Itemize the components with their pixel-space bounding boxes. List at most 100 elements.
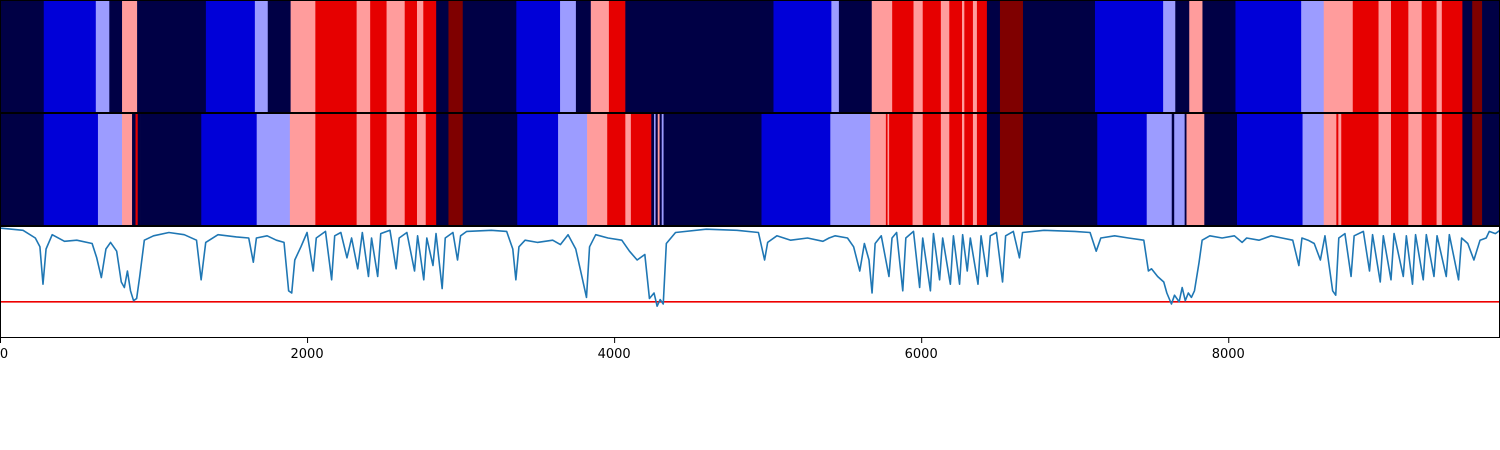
heatmap-cell-top-18	[448, 1, 464, 112]
heatmap-cell-middle-49	[999, 114, 1024, 225]
heatmap-cell-top-10	[315, 1, 357, 112]
heatmap-cell-middle-64	[1355, 114, 1379, 225]
heatmap-cell-middle-65	[1378, 114, 1392, 225]
heatmap-cell-top-53	[1408, 1, 1422, 112]
heatmap-cell-top-49	[1323, 1, 1354, 112]
heatmap-cell-middle-68	[1421, 114, 1437, 225]
heatmap-cell-top-17	[436, 1, 449, 112]
heatmap-cell-middle-20	[462, 114, 518, 225]
heatmap-cell-top-19	[462, 1, 517, 112]
heatmap-cell-middle-14	[386, 114, 406, 225]
x-tick-label-1: 2000	[291, 347, 324, 362]
heatmap-cell-middle-17	[425, 114, 437, 225]
heatmap-cell-middle-52	[1146, 114, 1173, 225]
heatmap-cell-top-52	[1390, 1, 1409, 112]
heatmap-cell-middle-13	[370, 114, 387, 225]
heatmap-cell-middle-23	[587, 114, 608, 225]
heatmap-cell-middle-6	[137, 114, 141, 225]
heatmap-strip-top	[0, 1, 1500, 112]
heatmap-cell-middle-37	[885, 114, 888, 225]
heatmap-cell-top-40	[999, 1, 1024, 112]
heatmap-cell-middle-28	[654, 114, 656, 225]
heatmap-cell-top-0	[0, 1, 45, 112]
heatmap-cell-middle-29	[655, 114, 659, 225]
heatmap-cell-middle-70	[1441, 114, 1463, 225]
heatmap-cell-middle-34	[761, 114, 831, 225]
heatmap-cell-top-1	[43, 1, 97, 112]
heatmap-cell-middle-31	[659, 114, 663, 225]
x-axis: 0 2000 4000 6000 8000	[0, 338, 1245, 362]
heatmap-cell-top-46	[1202, 1, 1236, 112]
heatmap-cell-middle-57	[1204, 114, 1238, 225]
heatmap-cell-middle-40	[912, 114, 924, 225]
heatmap-cell-top-2	[95, 1, 110, 112]
heatmap-cell-middle-22	[558, 114, 588, 225]
heatmap-cell-middle-11	[315, 114, 357, 225]
line-panel	[0, 227, 1500, 337]
heatmap-cell-middle-16	[416, 114, 427, 225]
heatmap-cell-top-9	[290, 1, 316, 112]
heatmap-cell-top-31	[913, 1, 924, 112]
heatmap-cell-top-5	[137, 1, 207, 112]
heatmap-cell-middle-62	[1338, 114, 1342, 225]
heatmap-cell-middle-72	[1472, 114, 1483, 225]
heatmap-cell-middle-63	[1341, 114, 1356, 225]
heatmap-cell-middle-4	[132, 114, 136, 225]
heatmap-cell-middle-45	[964, 114, 974, 225]
heatmap-cell-top-24	[608, 1, 626, 112]
heatmap-cell-top-8	[267, 1, 291, 112]
heatmap-cell-top-55	[1436, 1, 1443, 112]
heatmap-cell-middle-21	[517, 114, 559, 225]
heatmap-cell-top-14	[404, 1, 418, 112]
heatmap-cell-top-27	[831, 1, 840, 112]
heatmap-cell-middle-33	[663, 114, 762, 225]
heatmap-cell-middle-41	[922, 114, 942, 225]
heatmap-cell-top-23	[590, 1, 610, 112]
heatmap-cell-top-45	[1189, 1, 1203, 112]
heatmap-cell-middle-59	[1302, 114, 1325, 225]
heatmap-cell-top-50	[1352, 1, 1379, 112]
heatmap-cell-top-12	[370, 1, 387, 112]
heatmap-cell-middle-9	[256, 114, 291, 225]
x-tick-label-4: 8000	[1212, 347, 1245, 362]
heatmap-cell-top-34	[949, 1, 963, 112]
heatmap-cell-middle-15	[404, 114, 418, 225]
heatmap-cell-top-43	[1163, 1, 1176, 112]
heatmap-cell-top-57	[1462, 1, 1473, 112]
heatmap-cell-middle-48	[986, 114, 1001, 225]
heatmap-cell-top-28	[838, 1, 873, 112]
heatmap-cell-top-51	[1378, 1, 1392, 112]
heatmap-cell-top-21	[560, 1, 577, 112]
heatmap-cell-middle-36	[870, 114, 887, 225]
heatmap-cell-middle-61	[1336, 114, 1339, 225]
heatmap-cell-middle-25	[625, 114, 632, 225]
heatmap-cell-middle-58	[1237, 114, 1303, 225]
heatmap-strip-middle	[0, 114, 1500, 225]
heatmap-cell-middle-30	[657, 114, 660, 225]
heatmap-cell-top-56	[1441, 1, 1463, 112]
heatmap-cell-top-4	[122, 1, 138, 112]
heatmap-cell-middle-42	[940, 114, 950, 225]
heatmap-cell-middle-38	[887, 114, 890, 225]
heatmap-cell-top-11	[356, 1, 371, 112]
heatmap-cell-middle-7	[140, 114, 202, 225]
heatmap-cell-middle-24	[607, 114, 626, 225]
heatmap-cell-top-16	[423, 1, 437, 112]
heatmap-cell-middle-54	[1174, 114, 1185, 225]
heatmap-cell-top-29	[871, 1, 893, 112]
heatmap-cell-top-41	[1022, 1, 1096, 112]
heatmap-cell-middle-35	[830, 114, 871, 225]
heatmap-cell-top-20	[516, 1, 561, 112]
heatmap-cell-middle-55	[1184, 114, 1187, 225]
heatmap-cell-middle-18	[436, 114, 449, 225]
heatmap-cell-top-47	[1235, 1, 1302, 112]
heatmap-cell-middle-19	[448, 114, 464, 225]
heatmap-cell-middle-0	[0, 114, 45, 225]
heatmap-cell-middle-67	[1408, 114, 1422, 225]
heatmap-cell-middle-66	[1390, 114, 1409, 225]
heatmap-cell-middle-10	[289, 114, 316, 225]
heatmap-cell-middle-39	[889, 114, 913, 225]
heatmap-cell-top-37	[972, 1, 978, 112]
heatmap-cell-top-58	[1472, 1, 1483, 112]
